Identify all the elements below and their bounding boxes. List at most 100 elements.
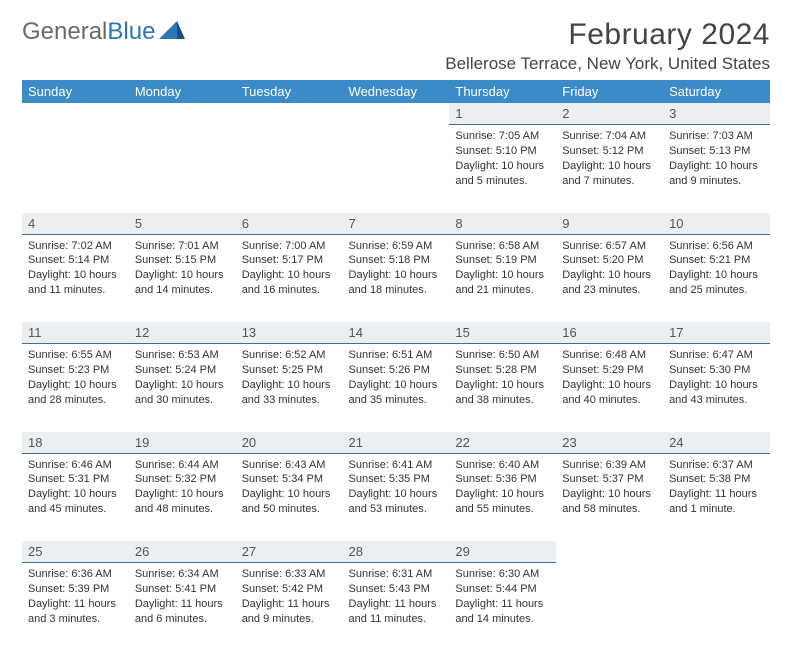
sunset-line: Sunset: 5:25 PM [242, 363, 337, 378]
day-content-cell: Sunrise: 6:47 AMSunset: 5:30 PMDaylight:… [663, 344, 770, 432]
sunrise-line: Sunrise: 7:04 AM [562, 129, 657, 144]
day-number-row: 123 [22, 103, 770, 125]
day-number-cell [22, 103, 129, 125]
day-header: Saturday [663, 80, 770, 103]
calendar-table: SundayMondayTuesdayWednesdayThursdayFrid… [22, 80, 770, 651]
day-content-cell: Sunrise: 6:41 AMSunset: 5:35 PMDaylight:… [343, 453, 450, 541]
sunrise-line: Sunrise: 6:36 AM [28, 567, 123, 582]
sunset-line: Sunset: 5:20 PM [562, 253, 657, 268]
day-content-row: Sunrise: 7:02 AMSunset: 5:14 PMDaylight:… [22, 234, 770, 322]
day-number-cell: 24 [663, 432, 770, 454]
sunset-line: Sunset: 5:35 PM [349, 472, 444, 487]
sunrise-line: Sunrise: 7:03 AM [669, 129, 764, 144]
logo: GeneralBlue [22, 18, 185, 46]
sunset-line: Sunset: 5:42 PM [242, 582, 337, 597]
day-content-cell: Sunrise: 6:50 AMSunset: 5:28 PMDaylight:… [449, 344, 556, 432]
day-header: Friday [556, 80, 663, 103]
month-title: February 2024 [445, 18, 770, 52]
day-number-cell: 18 [22, 432, 129, 454]
sunrise-line: Sunrise: 6:44 AM [135, 458, 230, 473]
day-content-cell: Sunrise: 7:05 AMSunset: 5:10 PMDaylight:… [449, 125, 556, 213]
day-number-cell: 22 [449, 432, 556, 454]
day-number-cell: 6 [236, 213, 343, 235]
day-header: Thursday [449, 80, 556, 103]
daylight-line: Daylight: 10 hours and 33 minutes. [242, 378, 337, 408]
sunset-line: Sunset: 5:24 PM [135, 363, 230, 378]
day-content-cell: Sunrise: 6:43 AMSunset: 5:34 PMDaylight:… [236, 453, 343, 541]
day-content-cell: Sunrise: 6:33 AMSunset: 5:42 PMDaylight:… [236, 563, 343, 651]
day-number-cell: 1 [449, 103, 556, 125]
day-number-cell: 4 [22, 213, 129, 235]
logo-text-blue: Blue [107, 18, 155, 46]
day-content-cell: Sunrise: 6:36 AMSunset: 5:39 PMDaylight:… [22, 563, 129, 651]
day-number-cell: 15 [449, 322, 556, 344]
day-content-cell: Sunrise: 6:30 AMSunset: 5:44 PMDaylight:… [449, 563, 556, 651]
sunrise-line: Sunrise: 6:37 AM [669, 458, 764, 473]
day-content-cell [236, 125, 343, 213]
day-header: Sunday [22, 80, 129, 103]
sunset-line: Sunset: 5:36 PM [455, 472, 550, 487]
daylight-line: Daylight: 10 hours and 35 minutes. [349, 378, 444, 408]
sunrise-line: Sunrise: 6:48 AM [562, 348, 657, 363]
sunrise-line: Sunrise: 6:43 AM [242, 458, 337, 473]
sunrise-line: Sunrise: 7:02 AM [28, 239, 123, 254]
day-header-row: SundayMondayTuesdayWednesdayThursdayFrid… [22, 80, 770, 103]
day-number-cell: 13 [236, 322, 343, 344]
day-content-cell [129, 125, 236, 213]
day-content-cell: Sunrise: 6:46 AMSunset: 5:31 PMDaylight:… [22, 453, 129, 541]
daylight-line: Daylight: 10 hours and 45 minutes. [28, 487, 123, 517]
day-number-cell: 3 [663, 103, 770, 125]
sunrise-line: Sunrise: 6:50 AM [455, 348, 550, 363]
day-number-cell: 12 [129, 322, 236, 344]
sunrise-line: Sunrise: 6:55 AM [28, 348, 123, 363]
day-header: Tuesday [236, 80, 343, 103]
calendar-body: 123Sunrise: 7:05 AMSunset: 5:10 PMDaylig… [22, 103, 770, 651]
day-content-cell: Sunrise: 7:02 AMSunset: 5:14 PMDaylight:… [22, 234, 129, 322]
day-content-cell: Sunrise: 7:04 AMSunset: 5:12 PMDaylight:… [556, 125, 663, 213]
day-number-cell: 28 [343, 541, 450, 563]
daylight-line: Daylight: 10 hours and 14 minutes. [135, 268, 230, 298]
sunset-line: Sunset: 5:44 PM [455, 582, 550, 597]
sunrise-line: Sunrise: 6:39 AM [562, 458, 657, 473]
day-header: Wednesday [343, 80, 450, 103]
daylight-line: Daylight: 10 hours and 30 minutes. [135, 378, 230, 408]
sunset-line: Sunset: 5:13 PM [669, 144, 764, 159]
day-number-cell [343, 103, 450, 125]
day-content-cell: Sunrise: 6:55 AMSunset: 5:23 PMDaylight:… [22, 344, 129, 432]
day-number-cell: 14 [343, 322, 450, 344]
daylight-line: Daylight: 11 hours and 1 minute. [669, 487, 764, 517]
sunrise-line: Sunrise: 7:01 AM [135, 239, 230, 254]
day-content-cell: Sunrise: 6:48 AMSunset: 5:29 PMDaylight:… [556, 344, 663, 432]
daylight-line: Daylight: 10 hours and 58 minutes. [562, 487, 657, 517]
day-content-row: Sunrise: 7:05 AMSunset: 5:10 PMDaylight:… [22, 125, 770, 213]
day-number-cell: 21 [343, 432, 450, 454]
day-content-cell: Sunrise: 6:51 AMSunset: 5:26 PMDaylight:… [343, 344, 450, 432]
day-content-cell [343, 125, 450, 213]
sunrise-line: Sunrise: 6:56 AM [669, 239, 764, 254]
day-content-cell: Sunrise: 7:01 AMSunset: 5:15 PMDaylight:… [129, 234, 236, 322]
sunrise-line: Sunrise: 6:57 AM [562, 239, 657, 254]
sunset-line: Sunset: 5:30 PM [669, 363, 764, 378]
day-content-row: Sunrise: 6:36 AMSunset: 5:39 PMDaylight:… [22, 563, 770, 651]
day-content-cell: Sunrise: 6:39 AMSunset: 5:37 PMDaylight:… [556, 453, 663, 541]
day-number-cell: 10 [663, 213, 770, 235]
sunrise-line: Sunrise: 7:00 AM [242, 239, 337, 254]
day-number-cell: 25 [22, 541, 129, 563]
sunrise-line: Sunrise: 6:58 AM [455, 239, 550, 254]
sunrise-line: Sunrise: 6:31 AM [349, 567, 444, 582]
day-content-cell: Sunrise: 6:56 AMSunset: 5:21 PMDaylight:… [663, 234, 770, 322]
sunset-line: Sunset: 5:29 PM [562, 363, 657, 378]
day-number-cell: 2 [556, 103, 663, 125]
sunrise-line: Sunrise: 6:34 AM [135, 567, 230, 582]
day-content-cell: Sunrise: 6:40 AMSunset: 5:36 PMDaylight:… [449, 453, 556, 541]
daylight-line: Daylight: 10 hours and 38 minutes. [455, 378, 550, 408]
sunrise-line: Sunrise: 6:46 AM [28, 458, 123, 473]
sunset-line: Sunset: 5:21 PM [669, 253, 764, 268]
sunset-line: Sunset: 5:34 PM [242, 472, 337, 487]
sunset-line: Sunset: 5:15 PM [135, 253, 230, 268]
sunset-line: Sunset: 5:28 PM [455, 363, 550, 378]
day-number-cell: 8 [449, 213, 556, 235]
daylight-line: Daylight: 10 hours and 21 minutes. [455, 268, 550, 298]
logo-text-general: General [22, 18, 107, 46]
sunset-line: Sunset: 5:23 PM [28, 363, 123, 378]
